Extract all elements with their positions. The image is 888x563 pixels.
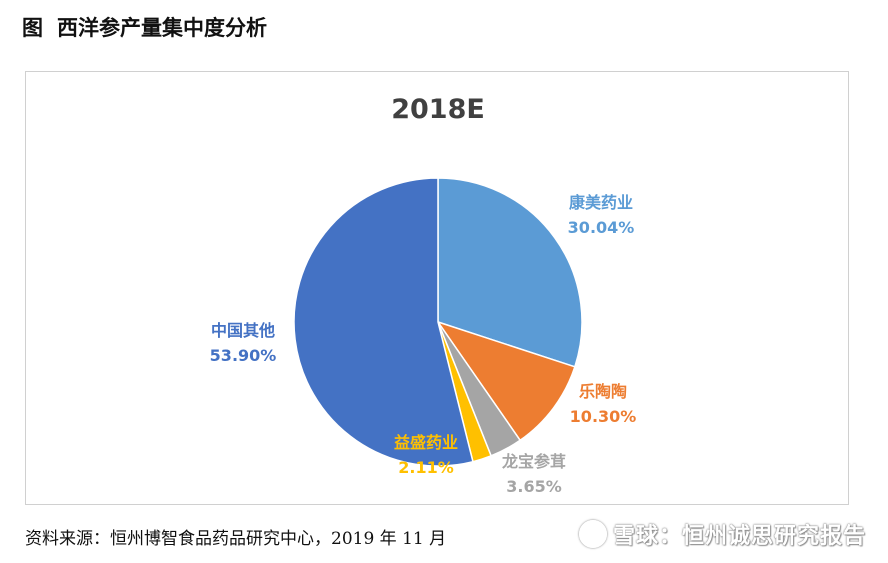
slice-label-yisheng-value: 2.11% [398, 458, 454, 477]
slice-label-letaotao-name: 乐陶陶 [578, 382, 627, 401]
pie-slice-letaotao [436, 320, 576, 442]
source-note: 资料来源：恒州博智食品药品研究中心，2019 年 11 月 [25, 529, 447, 549]
slice-label-letaotao: 乐陶陶 10.30% [553, 379, 653, 429]
slice-label-china-other-value: 53.90% [209, 346, 277, 365]
slice-label-letaotao-value: 10.30% [569, 407, 637, 426]
slice-label-longbao: 龙宝参茸 3.65% [474, 449, 594, 499]
slice-label-longbao-name: 龙宝参茸 [501, 452, 566, 471]
watermark: 雪球：恒州诚思研究报告 [578, 518, 866, 550]
figure-title-text: 西洋参产量集中度分析 [57, 15, 267, 40]
figure-title: 图西洋参产量集中度分析 [22, 12, 267, 42]
slice-label-china-other-name: 中国其他 [210, 321, 275, 340]
chart-frame: 2018E 康美药业 30.04% 乐陶陶 10.30% 龙宝参茸 3.65% … [25, 71, 849, 505]
slice-label-kangmei-value: 30.04% [567, 218, 635, 237]
snowball-logo-icon [578, 520, 607, 548]
pie-chart [293, 177, 583, 467]
slice-label-longbao-value: 3.65% [506, 477, 562, 496]
slice-label-kangmei: 康美药业 30.04% [536, 190, 666, 240]
slice-label-yisheng: 益盛药业 2.11% [371, 430, 481, 480]
figure-title-prefix: 图 [22, 15, 43, 40]
pie-slice-china-other [293, 177, 474, 467]
slice-label-yisheng-name: 益盛药业 [393, 433, 458, 452]
watermark-text: 雪球：恒州诚思研究报告 [612, 524, 866, 549]
chart-title: 2018E [391, 94, 485, 125]
pie-slice-kangmei [437, 177, 583, 368]
slice-label-kangmei-name: 康美药业 [568, 193, 633, 212]
slice-label-china-other: 中国其他 53.90% [188, 318, 298, 368]
